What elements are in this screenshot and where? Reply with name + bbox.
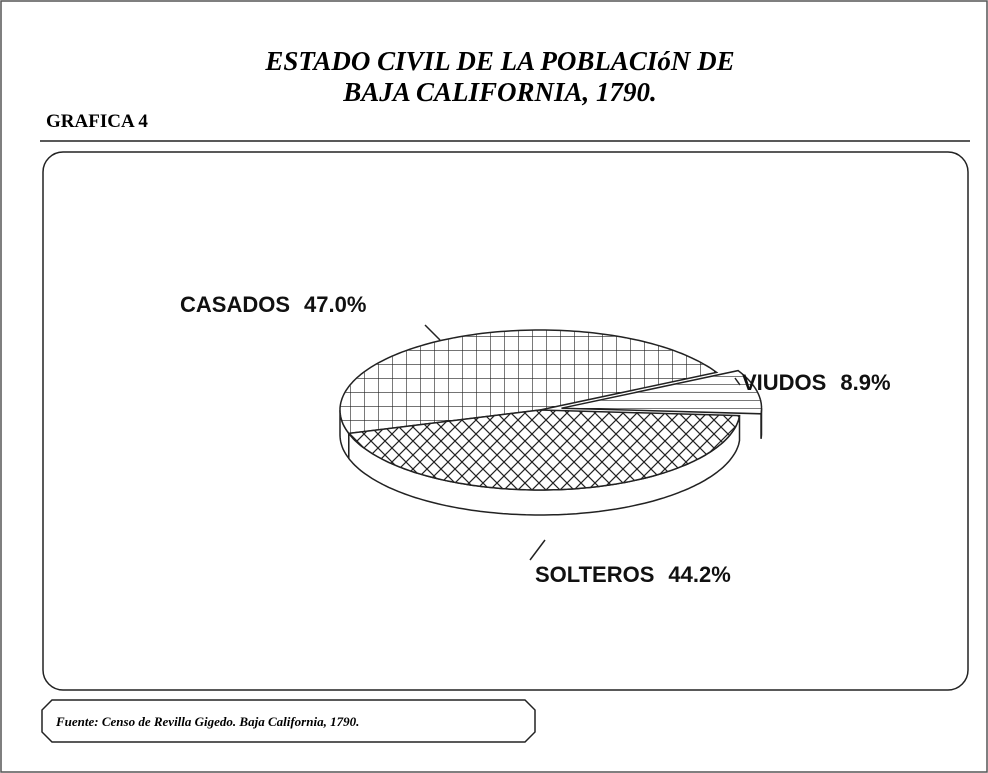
slice — [561, 369, 763, 415]
leader-line — [529, 539, 546, 561]
source: Fuente: Censo de Revilla Gigedo. Baja Ca… — [55, 714, 359, 729]
slice-label: SOLTEROS 44.2% — [535, 562, 731, 587]
value-label: 44.2% — [668, 562, 730, 587]
plot-frame — [42, 151, 969, 691]
slice — [347, 409, 741, 491]
slice-label: CASADOS 47.0% — [180, 292, 366, 317]
category-label: VIUDOS — [742, 370, 826, 395]
chart-title: ESTADO CIVIL DE LA POBLACIóN DE — [264, 46, 734, 76]
pie: CASADOS 47.0% SOLTEROS 44.2% VIUDOS 8.9% — [180, 292, 891, 587]
source-box — [41, 699, 536, 743]
value-label: 47.0% — [304, 292, 366, 317]
slice — [339, 329, 719, 435]
value-label: 8.9% — [840, 370, 890, 395]
category-label: SOLTEROS — [535, 562, 654, 587]
slice-label: VIUDOS 8.9% — [742, 370, 891, 395]
leader-line — [424, 324, 441, 341]
category-label: CASADOS — [180, 292, 290, 317]
chart-subtitle: GRAFICA 4 — [46, 111, 148, 132]
chart-title: BAJA CALIFORNIA, 1790. — [342, 77, 657, 107]
leader-line — [734, 377, 741, 386]
